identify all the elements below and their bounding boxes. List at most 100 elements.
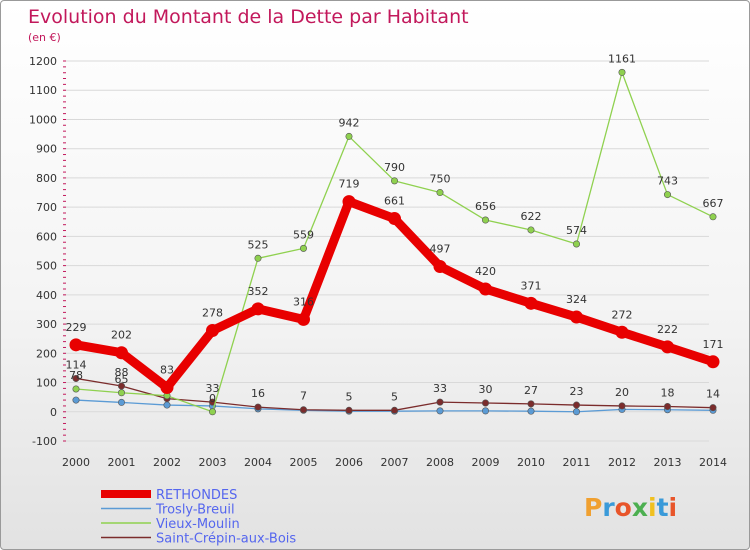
chart-title: Evolution du Montant de la Dette par Hab… <box>28 6 469 28</box>
series-layer <box>69 68 720 416</box>
data-label: 78 <box>69 369 83 382</box>
logo-letter: i <box>669 493 678 522</box>
data-label: 371 <box>521 279 542 292</box>
x-tick-label: 2005 <box>290 456 318 469</box>
series-point <box>163 401 171 409</box>
series-point <box>206 324 219 338</box>
series-point <box>297 312 310 326</box>
series-point <box>345 406 353 414</box>
series-point <box>481 216 489 224</box>
data-label: 525 <box>248 238 269 251</box>
y-tick-label: 1100 <box>29 84 57 97</box>
data-label: 202 <box>111 329 132 342</box>
series-point <box>661 340 674 354</box>
series-point <box>436 398 444 406</box>
series-point <box>72 396 80 404</box>
logo-text: Proxiti <box>584 493 677 522</box>
data-label: 790 <box>384 161 405 174</box>
series-point <box>709 404 717 412</box>
y-tick-label: 1200 <box>29 55 57 68</box>
logo-letter: i <box>648 493 657 522</box>
series-point <box>72 385 80 393</box>
series-point <box>479 282 492 296</box>
data-label: 88 <box>115 366 129 379</box>
data-label: 272 <box>612 308 633 321</box>
y-tick-label: 100 <box>36 377 57 390</box>
data-label: 743 <box>657 175 678 188</box>
series-point <box>251 302 265 316</box>
axes: -100010020030040050060070080090010001100… <box>29 55 727 469</box>
data-label: 942 <box>339 116 360 129</box>
series-point <box>618 402 626 410</box>
series-point <box>72 374 80 382</box>
y-tick-label: 200 <box>36 347 57 360</box>
legend-label: Vieux-Moulin <box>156 517 240 532</box>
logo-letter: t <box>657 493 669 522</box>
series-point <box>115 346 128 360</box>
x-tick-label: 2013 <box>654 456 682 469</box>
x-tick-label: 2011 <box>563 456 591 469</box>
data-label: 222 <box>657 323 678 336</box>
logo-letter: x <box>632 493 648 522</box>
series-point <box>299 244 307 252</box>
data-label: 750 <box>430 173 451 186</box>
data-label: 33 <box>206 382 220 395</box>
series-point <box>436 189 444 197</box>
y-tick-label: 400 <box>36 289 57 302</box>
y-tick-label: 900 <box>36 143 57 156</box>
x-tick-label: 2003 <box>199 456 227 469</box>
series-point <box>436 407 444 415</box>
data-label: 420 <box>475 265 496 278</box>
series-0 <box>69 195 720 395</box>
x-tick-label: 2008 <box>426 456 454 469</box>
y-tick-label: 500 <box>36 260 57 273</box>
y-tick-label: 600 <box>36 230 57 243</box>
chart-subtitle: (en €) <box>28 31 61 44</box>
data-label: 7 <box>300 390 307 403</box>
series-point <box>160 381 174 395</box>
series-3 <box>72 374 717 414</box>
data-label: 33 <box>433 382 447 395</box>
series-point <box>388 212 401 226</box>
grid <box>63 60 709 442</box>
series-point <box>390 406 398 414</box>
series-point <box>390 177 398 185</box>
data-label: 16 <box>251 387 265 400</box>
legend: RETHONDESTrosly-BreuilVieux-MoulinSaint-… <box>101 488 296 547</box>
series-point <box>481 407 489 415</box>
x-tick-label: 2007 <box>381 456 409 469</box>
y-tick-label: 700 <box>36 201 57 214</box>
series-point <box>524 296 538 310</box>
series-point <box>118 398 126 406</box>
y-tick-label: 800 <box>36 172 57 185</box>
series-point <box>706 355 720 369</box>
series-point <box>118 382 126 390</box>
x-tick-label: 2010 <box>517 456 545 469</box>
data-label: 719 <box>339 178 360 191</box>
data-label: 229 <box>66 321 87 334</box>
y-tick-label: 0 <box>50 406 57 419</box>
data-label: 114 <box>66 358 87 371</box>
data-label: 0 <box>209 392 216 405</box>
series-point <box>618 68 626 76</box>
data-label: 171 <box>703 338 724 351</box>
x-tick-label: 2002 <box>153 456 181 469</box>
series-point <box>572 401 580 409</box>
data-label: 559 <box>293 228 314 241</box>
data-label: 20 <box>615 386 629 399</box>
data-label: 14 <box>706 388 720 401</box>
proxiti-logo: Proxiti <box>584 493 677 522</box>
series-point <box>118 389 126 397</box>
data-label: 5 <box>346 390 353 403</box>
series-point <box>663 403 671 411</box>
data-label: 278 <box>202 307 223 320</box>
x-tick-label: 2006 <box>335 456 363 469</box>
series-point <box>572 240 580 248</box>
y-tick-label: 1000 <box>29 113 57 126</box>
data-label: 661 <box>384 195 405 208</box>
series-line <box>75 71 714 413</box>
data-label: 667 <box>703 197 724 210</box>
legend-label: Trosly-Breuil <box>155 503 235 518</box>
